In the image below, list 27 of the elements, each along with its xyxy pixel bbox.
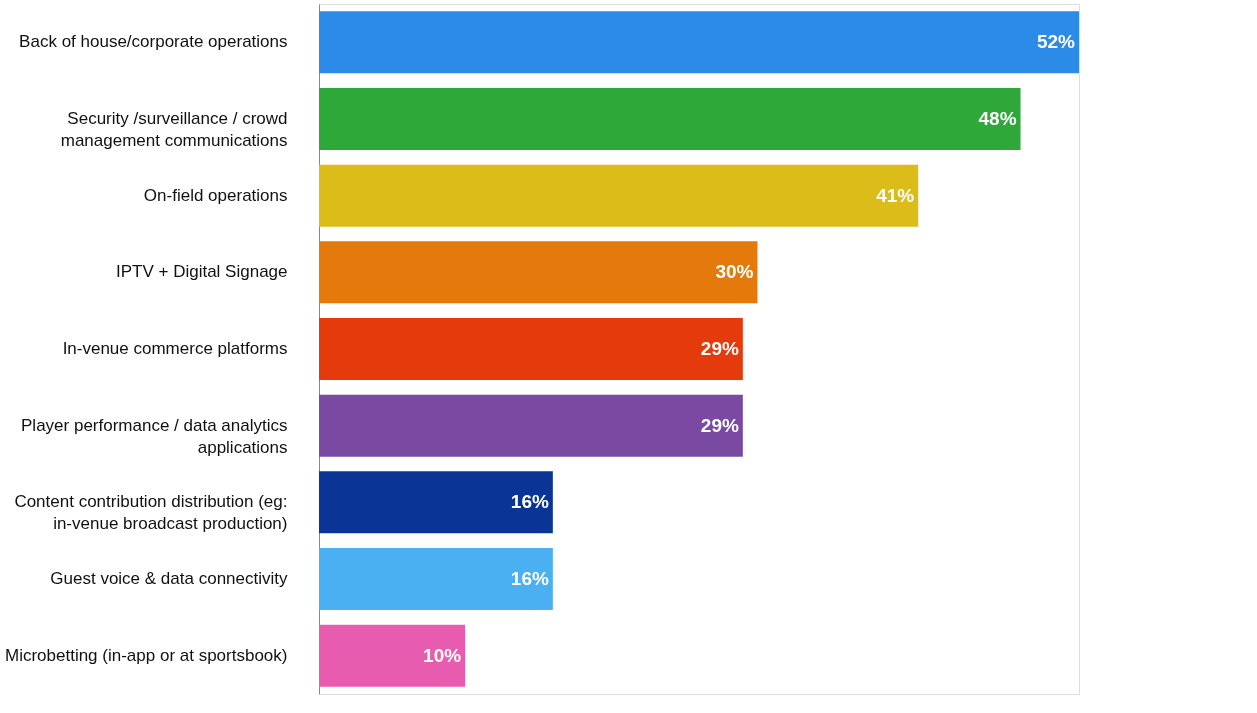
bar [319, 318, 743, 380]
bar [319, 164, 919, 227]
data-label: 29% [700, 414, 739, 436]
y-tick-label: Security /surveillance / crowd management communications [60, 109, 288, 150]
y-tick-label: In-venue commerce platforms [62, 339, 288, 358]
y-tick-label: Guest voice & data connectivity [50, 569, 288, 588]
y-tick-label: On-field operations [143, 185, 288, 205]
data-label: 16% [510, 568, 549, 589]
data-label: 16% [510, 491, 549, 513]
bar [319, 548, 553, 610]
y-tick-label: Content contribution distribution (eg: in-venue broadcast production) [14, 492, 288, 534]
bar [319, 241, 758, 304]
bar [319, 394, 743, 457]
y-tick-label: Back of house/corporate operations [19, 32, 288, 52]
bar [319, 88, 1021, 150]
y-tick-label: Player performance / data analytics applications [21, 415, 288, 457]
data-label: 30% [715, 261, 754, 283]
bar [319, 471, 553, 534]
data-label: 48% [978, 108, 1017, 129]
data-label: 41% [876, 184, 915, 206]
data-label: 52% [1036, 31, 1076, 53]
y-tick-label: Microbetting (in-app or at sportsbook) [4, 645, 288, 665]
bar [319, 11, 1079, 74]
data-label: 10% [423, 644, 462, 666]
bar [319, 624, 466, 687]
y-tick-label: IPTV + Digital Signage [115, 262, 288, 282]
data-label: 29% [700, 338, 739, 359]
